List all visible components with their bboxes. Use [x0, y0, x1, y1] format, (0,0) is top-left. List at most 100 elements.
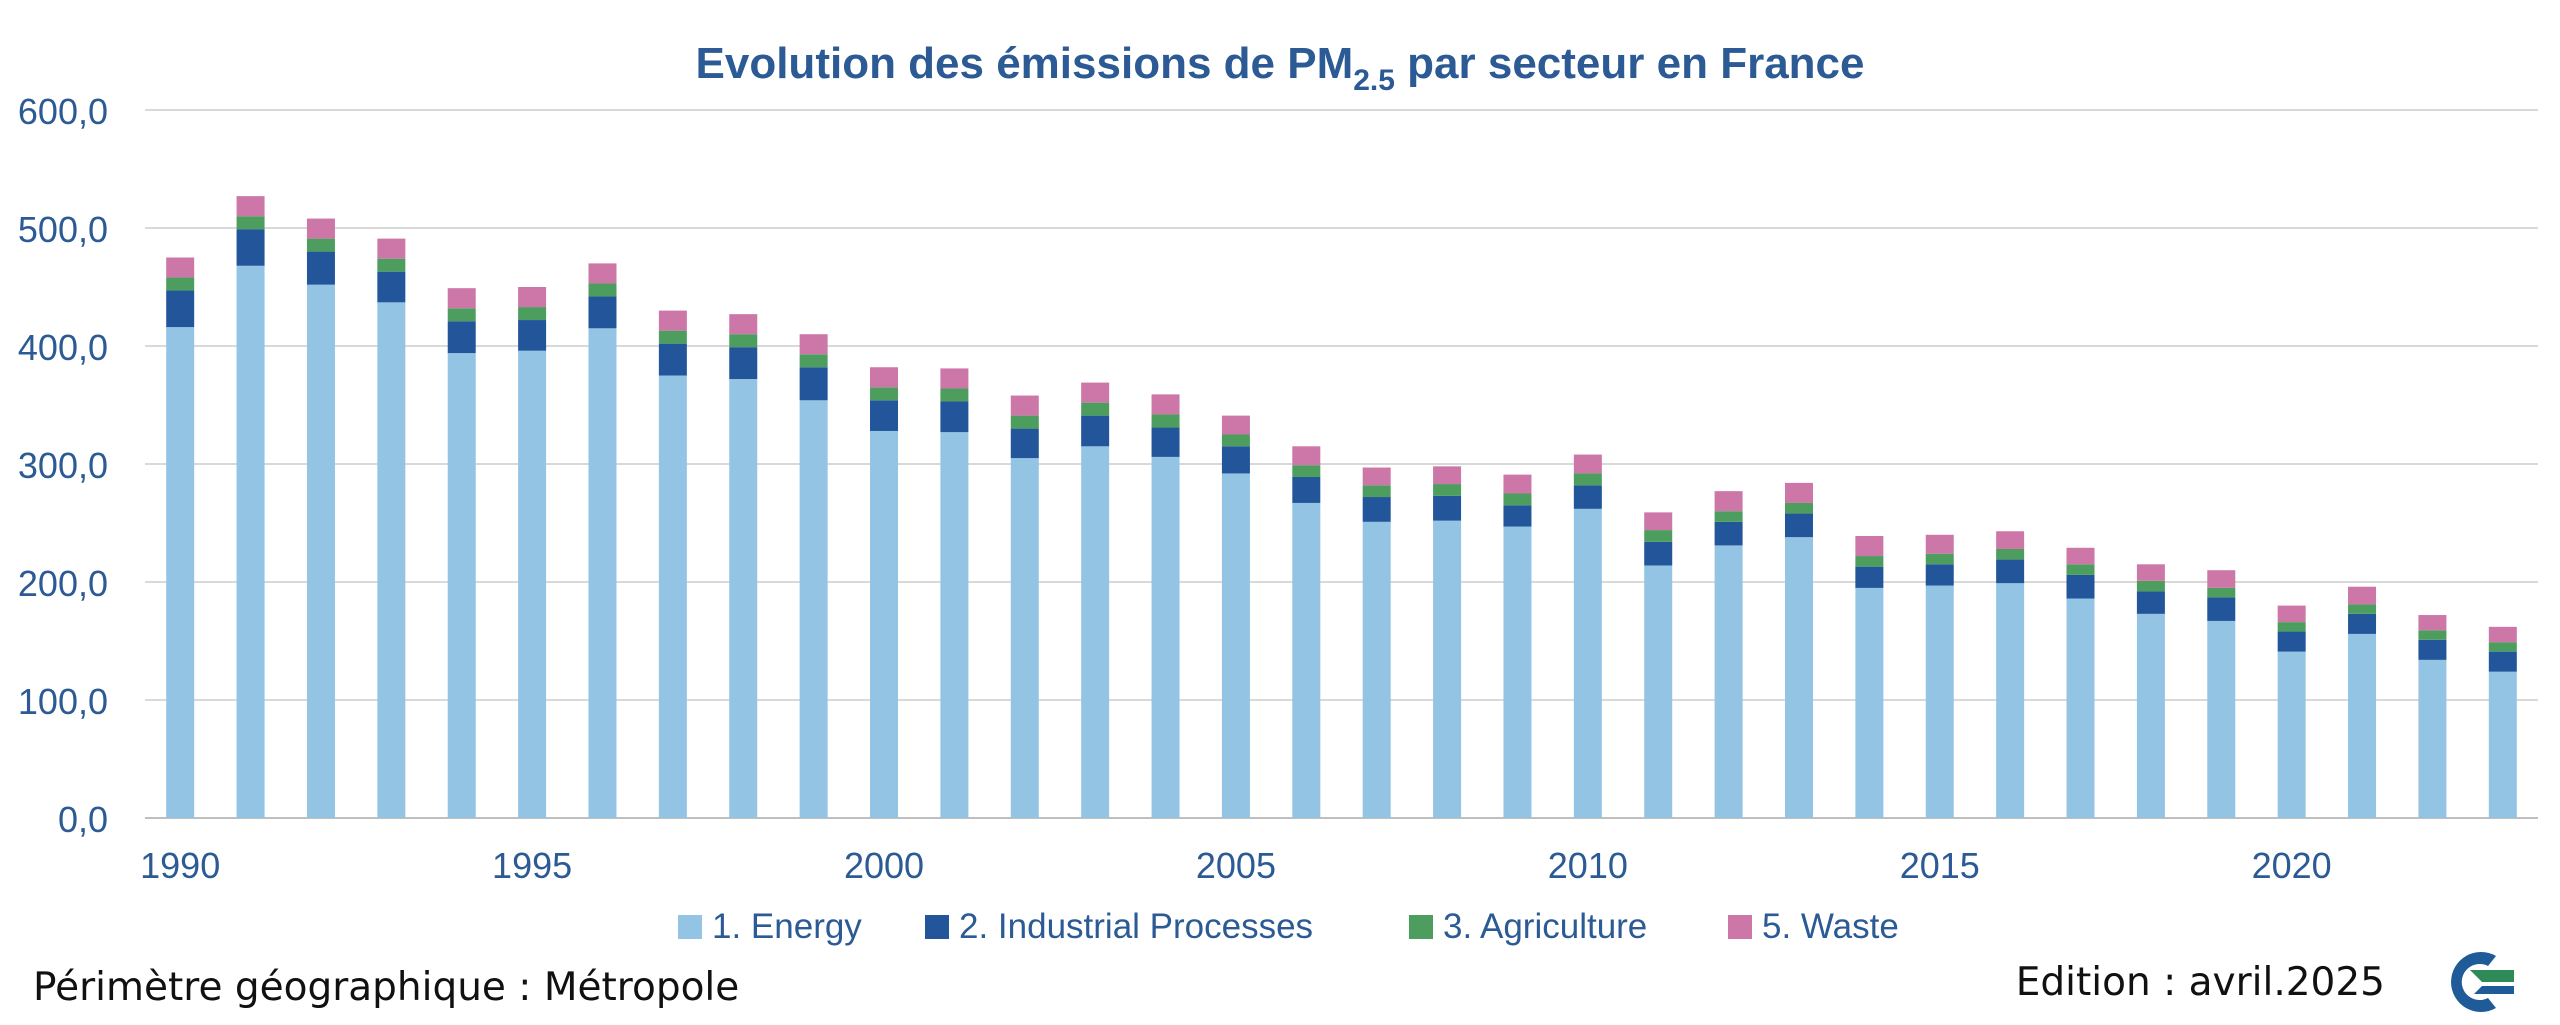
bar-segment	[2418, 639, 2447, 660]
bar-segment	[236, 216, 265, 230]
bar-segment	[1221, 446, 1250, 474]
bar-segment	[2066, 564, 2095, 575]
bar-segment	[1784, 537, 1813, 818]
legend: 1. Energy 2. Industrial Processes 3. Agric…	[678, 907, 1899, 946]
bar-segment	[236, 229, 265, 266]
bar-segment	[2066, 598, 2095, 818]
bar-segment	[1573, 508, 1602, 818]
bar-segment	[588, 296, 617, 329]
bar-segment	[2348, 604, 2377, 614]
bar-segment	[1573, 485, 1602, 509]
bar-segment	[1081, 402, 1110, 416]
bar-segment	[1644, 530, 1673, 542]
legend-label: 2. Industrial Processes	[959, 907, 1313, 946]
bar-segment	[518, 307, 547, 321]
chart-title: Evolution des émissions de PM2.5 par sec…	[696, 39, 1865, 97]
legend-swatch	[925, 915, 949, 939]
chart-title-main: Evolution des émissions de PM	[696, 39, 1354, 88]
bar-segment	[1362, 467, 1391, 486]
bar-segment	[1433, 495, 1462, 521]
y-tick-label: 200,0	[18, 563, 108, 604]
bar-segment	[1714, 545, 1743, 818]
bar-segment	[729, 379, 758, 818]
bar-segment	[1996, 531, 2025, 549]
bar-segment	[1925, 534, 1954, 554]
bar-segment	[306, 238, 335, 252]
bar-segment	[2418, 659, 2447, 818]
bar-segment	[1010, 428, 1039, 459]
bar-segment	[870, 367, 899, 388]
chart-title-suffix: par secteur en France	[1395, 39, 1865, 88]
bar-segment	[940, 432, 969, 818]
bar-segment	[588, 283, 617, 297]
bar-segment	[1644, 565, 1673, 818]
y-tick-label: 300,0	[18, 445, 108, 486]
bar-segment	[1081, 415, 1110, 447]
legend-label: 5. Waste	[1762, 907, 1899, 946]
bar-segment	[1010, 395, 1039, 416]
bar-segment	[1503, 505, 1532, 527]
bar-segment	[1714, 521, 1743, 546]
bar-segment	[1714, 511, 1743, 522]
bar-segment	[1151, 414, 1180, 428]
bar-segment	[870, 400, 899, 431]
bar-segment	[1784, 502, 1813, 514]
x-tick-label: 2020	[2252, 845, 2332, 886]
bar-segment	[658, 310, 687, 331]
bar-segment	[377, 302, 406, 819]
bar-segment	[2488, 671, 2517, 818]
bar-segment	[1292, 465, 1321, 477]
bar-segment	[1433, 520, 1462, 818]
bar-segment	[2488, 651, 2517, 672]
bar-segment	[1010, 458, 1039, 818]
x-tick-label: 1990	[140, 845, 220, 886]
x-tick-label: 2015	[1900, 845, 1980, 886]
bar-segment	[1433, 484, 1462, 496]
bar-segment	[2136, 564, 2165, 581]
legend-label: 3. Agriculture	[1443, 907, 1647, 946]
bar-segment	[940, 401, 969, 433]
bar-segment	[518, 350, 547, 818]
bar-segment	[588, 328, 617, 818]
bar-segment	[1996, 583, 2025, 818]
bar-segment	[1362, 497, 1391, 522]
bar-segment	[447, 288, 476, 309]
bar-segment	[658, 330, 687, 344]
bar-segment	[236, 265, 265, 818]
x-tick-label: 1995	[492, 845, 572, 886]
bar-segment	[1151, 456, 1180, 818]
x-tick-label: 2005	[1196, 845, 1276, 886]
bar-segment	[1503, 474, 1532, 494]
bar-segment	[799, 354, 828, 368]
bar-segment	[2066, 574, 2095, 599]
bar-segment	[1151, 394, 1180, 415]
x-tick-label: 2010	[1548, 845, 1628, 886]
bar-segment	[1221, 473, 1250, 818]
bar-segment	[1362, 521, 1391, 818]
bar-segment	[166, 257, 195, 278]
bar-segment	[1433, 466, 1462, 485]
bar-segment	[1784, 482, 1813, 503]
y-tick-label: 600,0	[18, 91, 108, 132]
edition-date: Edition : avril.2025	[2015, 960, 2385, 1005]
legend-swatch	[1409, 915, 1433, 939]
bar-segment	[1221, 434, 1250, 447]
bar-segment	[306, 284, 335, 818]
bar-segment	[2348, 586, 2377, 605]
bar-segment	[1010, 415, 1039, 429]
y-tick-label: 500,0	[18, 209, 108, 250]
bar-segment	[1081, 382, 1110, 403]
bar-segment	[166, 327, 195, 818]
bar-segment	[1292, 476, 1321, 503]
bar-segment	[799, 400, 828, 818]
x-tick-label: 2000	[844, 845, 924, 886]
bar-segment	[1644, 541, 1673, 566]
bar-segment	[1784, 513, 1813, 538]
bar-segment	[2488, 642, 2517, 652]
bar-segment	[166, 290, 195, 328]
bar-segment	[518, 287, 547, 308]
bar-segment	[799, 367, 828, 401]
legend-swatch	[1728, 915, 1752, 939]
bar-segment	[729, 314, 758, 335]
